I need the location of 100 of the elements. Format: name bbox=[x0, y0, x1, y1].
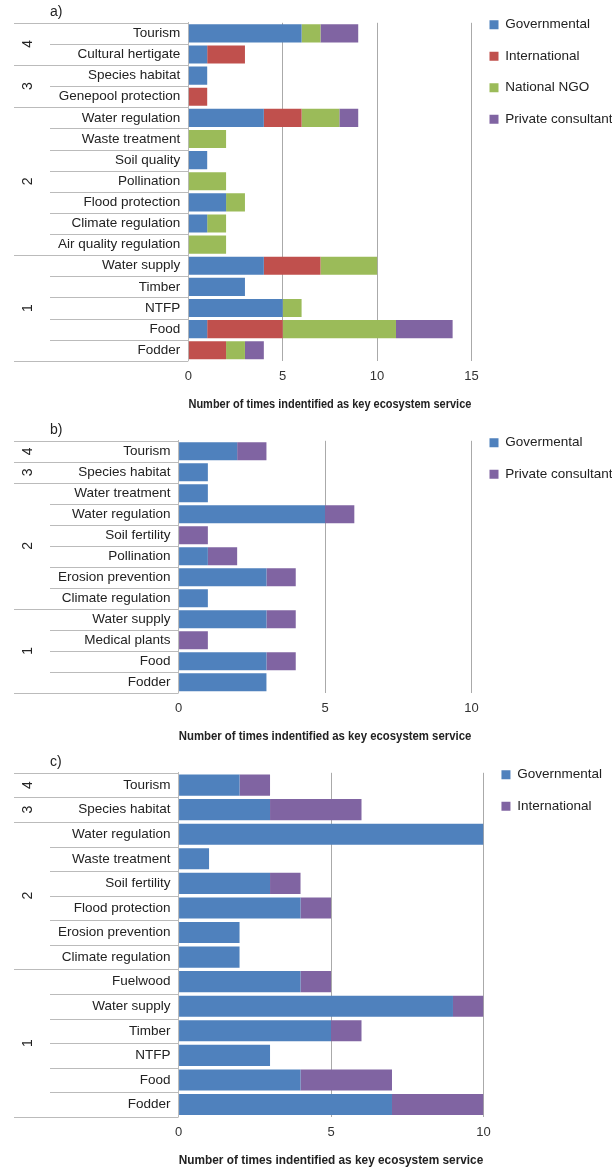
bar bbox=[179, 995, 453, 1017]
y-tick-label: Tourism bbox=[123, 776, 171, 792]
x-tick-label: 10 bbox=[476, 1124, 491, 1140]
x-axis-title: Number of times indentified as key ecosystem service bbox=[178, 1152, 484, 1167]
bar bbox=[188, 66, 208, 85]
bar bbox=[266, 568, 296, 587]
bar bbox=[179, 505, 326, 524]
bar bbox=[226, 341, 245, 360]
bar bbox=[300, 971, 332, 993]
y-tick-label: Food bbox=[149, 320, 181, 336]
y-tick-label: Fodder bbox=[127, 674, 172, 690]
text: 4 bbox=[18, 780, 35, 789]
bar bbox=[266, 652, 296, 671]
y-tick-label: Water regulation bbox=[81, 109, 181, 125]
bar bbox=[239, 774, 271, 796]
legend-label: International bbox=[517, 797, 592, 813]
y-tick-label: NTFP bbox=[145, 299, 181, 315]
x-tick-label: 5 bbox=[321, 700, 329, 716]
bar bbox=[244, 341, 264, 360]
bar bbox=[300, 1069, 392, 1091]
bar bbox=[391, 1093, 484, 1116]
x-tick-label: 5 bbox=[327, 1124, 335, 1140]
bar bbox=[188, 298, 283, 318]
y-tick-label: NTFP bbox=[135, 1047, 171, 1063]
bar bbox=[179, 946, 240, 968]
x-tick-label: 5 bbox=[279, 368, 287, 384]
y-tick-label: Climate regulation bbox=[61, 590, 171, 606]
text: 1 bbox=[18, 303, 35, 312]
legend-label: Private consultant bbox=[505, 465, 613, 481]
y-tick-label: Medical plants bbox=[84, 632, 171, 648]
bar bbox=[282, 298, 302, 318]
bar bbox=[282, 320, 396, 339]
bar bbox=[179, 1093, 392, 1116]
y-tick-label: Water supply bbox=[92, 611, 171, 627]
text: 3 bbox=[18, 805, 35, 814]
bar bbox=[188, 193, 227, 212]
text: 3 bbox=[18, 82, 35, 91]
text: 3 bbox=[18, 468, 35, 477]
bar bbox=[179, 568, 267, 587]
y-tick-label: Fodder bbox=[127, 1096, 172, 1112]
y-tick-label: Water treatment bbox=[74, 485, 171, 501]
bar bbox=[179, 1044, 271, 1066]
bar bbox=[263, 108, 302, 127]
bar bbox=[207, 320, 283, 339]
text: 1 bbox=[18, 1038, 35, 1047]
y-tick-label: Pollination bbox=[118, 172, 181, 188]
legend-label: Private consultant bbox=[505, 110, 613, 126]
y-tick-label: Fuelwood bbox=[112, 973, 171, 989]
bar bbox=[188, 214, 208, 233]
bar bbox=[237, 442, 267, 461]
x-axis-title: Number of times indentified as key ecosystem service bbox=[188, 395, 472, 412]
x-tick-label: 10 bbox=[369, 368, 385, 384]
y-tick-label: Cultural hertigate bbox=[77, 46, 181, 62]
bar bbox=[188, 108, 264, 127]
y-tick-label: Species habitat bbox=[88, 67, 181, 83]
bar bbox=[179, 971, 301, 993]
y-tick-label: Flood protection bbox=[83, 194, 181, 210]
bar bbox=[179, 774, 240, 796]
bar bbox=[188, 172, 227, 191]
bar bbox=[207, 547, 238, 566]
legend-label: Governmental bbox=[517, 766, 603, 782]
bar bbox=[179, 631, 208, 650]
bar bbox=[270, 799, 362, 821]
y-tick-label: Air quality regulation bbox=[57, 236, 181, 252]
text: a) bbox=[50, 3, 63, 20]
y-tick-label: Fodder bbox=[137, 341, 181, 357]
bar bbox=[188, 256, 264, 275]
legend-label: Governmental bbox=[505, 16, 591, 32]
y-tick-label: Timber bbox=[129, 1022, 172, 1038]
bar bbox=[452, 995, 484, 1017]
text: c) bbox=[50, 753, 62, 770]
bar bbox=[179, 1020, 332, 1042]
y-tick-label: Water regulation bbox=[72, 825, 171, 841]
text: 2 bbox=[18, 891, 35, 900]
y-tick-label: Food bbox=[139, 653, 171, 669]
y-tick-label: Water supply bbox=[92, 997, 171, 1013]
bar bbox=[320, 256, 378, 275]
y-tick-label: Species habitat bbox=[78, 801, 171, 817]
y-tick-label: Species habitat bbox=[78, 464, 171, 480]
bar bbox=[270, 872, 301, 894]
bar bbox=[179, 848, 210, 870]
bar bbox=[188, 277, 245, 296]
bar bbox=[339, 108, 359, 127]
y-tick-label: Water regulation bbox=[72, 506, 171, 522]
x-tick-label: 0 bbox=[174, 1124, 183, 1140]
y-tick-label: Tourism bbox=[133, 25, 181, 41]
y-tick-label: Tourism bbox=[123, 443, 171, 459]
bar bbox=[179, 673, 267, 692]
y-tick-label: Soil fertility bbox=[105, 875, 171, 891]
bar bbox=[207, 214, 227, 233]
y-tick-label: Soil fertility bbox=[105, 527, 171, 543]
text: b) bbox=[50, 421, 63, 438]
legend-label: National NGO bbox=[505, 79, 590, 95]
bar bbox=[301, 108, 340, 127]
bar bbox=[226, 193, 245, 212]
bar bbox=[301, 24, 321, 43]
bar bbox=[320, 24, 359, 43]
y-tick-label: Waste treatment bbox=[81, 130, 181, 146]
y-tick-label: Erosion prevention bbox=[57, 569, 171, 585]
bar bbox=[188, 45, 208, 64]
